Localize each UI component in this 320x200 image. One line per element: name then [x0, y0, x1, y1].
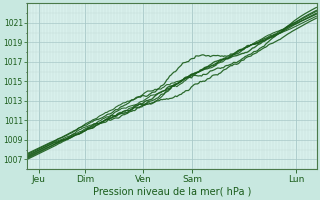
- X-axis label: Pression niveau de la mer( hPa ): Pression niveau de la mer( hPa ): [92, 187, 251, 197]
